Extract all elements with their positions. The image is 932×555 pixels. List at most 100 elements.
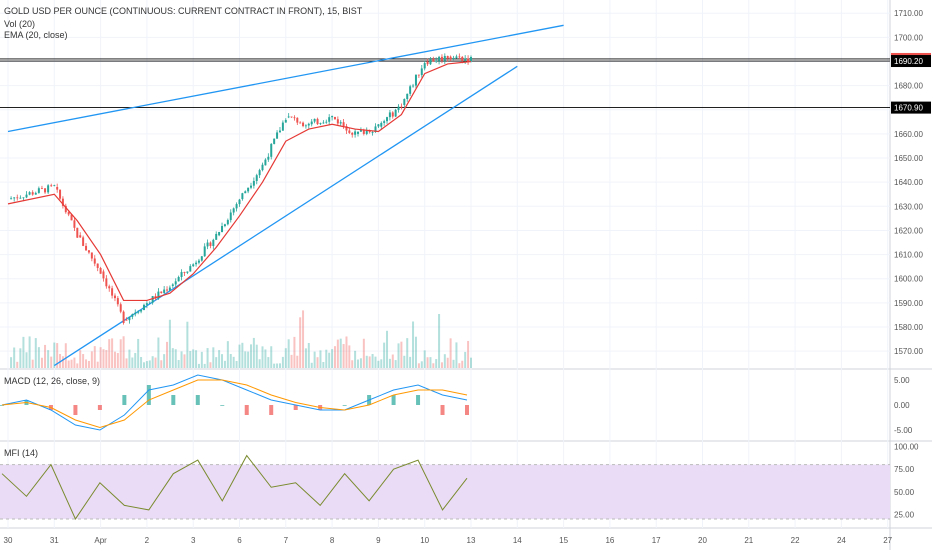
candle-body xyxy=(258,170,261,176)
candle-body xyxy=(351,132,354,135)
candle-body xyxy=(388,112,391,118)
candle-body xyxy=(394,109,397,117)
mfi-legend: MFI (14) xyxy=(4,448,39,458)
price-tick-label: 1620.00 xyxy=(894,226,923,235)
candle-body xyxy=(328,117,331,122)
volume-bar xyxy=(232,356,235,368)
volume-bar xyxy=(380,359,383,368)
candle-body xyxy=(186,271,189,273)
volume-bar xyxy=(423,350,426,368)
candle-body xyxy=(458,56,461,58)
volume-bar xyxy=(247,351,250,368)
candle-body xyxy=(380,122,383,127)
candle-body xyxy=(128,316,131,321)
candle-body xyxy=(93,258,96,264)
macd-histogram-bar xyxy=(0,405,4,406)
volume-bar xyxy=(177,360,180,368)
volume-bar xyxy=(180,351,183,368)
volume-bar xyxy=(145,361,148,368)
candle-body xyxy=(354,131,357,135)
volume-bar xyxy=(221,354,224,368)
time-tick-label: 27 xyxy=(883,536,892,545)
candle-body xyxy=(287,116,290,118)
candle-body xyxy=(44,188,47,193)
volume-bar xyxy=(412,321,415,368)
volume-bar xyxy=(307,342,310,368)
candle-body xyxy=(40,188,43,190)
candle-body xyxy=(426,61,429,65)
volume-bar xyxy=(455,342,458,368)
candle-body xyxy=(166,289,169,291)
candle-body xyxy=(47,185,50,193)
candle-body xyxy=(22,197,25,199)
candle-body xyxy=(449,56,452,60)
volume-bar xyxy=(354,350,357,368)
volume-bar xyxy=(174,349,177,368)
candle-body xyxy=(345,126,348,131)
candle-body xyxy=(467,58,470,62)
volume-bar xyxy=(270,346,273,368)
macd-tick-label: 5.00 xyxy=(894,376,910,385)
volume-bar xyxy=(116,353,119,368)
candle-body xyxy=(108,286,111,289)
candle-body xyxy=(212,239,215,246)
candle-body xyxy=(440,56,443,61)
volume-bar xyxy=(331,349,334,368)
volume-bar xyxy=(388,358,391,368)
macd-histogram-bar xyxy=(416,395,421,405)
candle-body xyxy=(270,143,273,157)
volume-bar xyxy=(264,349,267,368)
candle-body xyxy=(189,266,192,272)
volume-bar xyxy=(302,310,305,368)
mfi-tick-label: 100.00 xyxy=(894,443,919,452)
volume-bar xyxy=(70,359,73,368)
time-tick-label: 17 xyxy=(652,536,661,545)
candle-body xyxy=(255,175,258,181)
candle-body xyxy=(359,129,362,132)
volume-bar xyxy=(252,337,255,368)
candle-body xyxy=(403,99,406,105)
volume-bar xyxy=(304,348,307,368)
ema-legend: EMA (20, close) xyxy=(4,30,68,40)
candle-body xyxy=(278,130,281,133)
candle-body xyxy=(264,159,267,166)
candle-body xyxy=(64,205,67,213)
macd-histogram-bar xyxy=(293,405,298,410)
volume-bar xyxy=(85,359,88,368)
volume-bar xyxy=(22,336,25,368)
candle-body xyxy=(183,272,186,273)
candle-body xyxy=(223,224,226,227)
price-tick-label: 1640.00 xyxy=(894,178,923,187)
volume-bar xyxy=(374,356,377,368)
candle-body xyxy=(443,55,446,61)
price-label-badge xyxy=(891,101,931,114)
mfi-tick-label: 50.00 xyxy=(894,488,915,497)
candle-body xyxy=(247,187,250,192)
volume-bar xyxy=(467,340,470,368)
candle-body xyxy=(241,193,244,200)
time-tick-label: 31 xyxy=(50,536,59,545)
volume-bar xyxy=(140,356,143,368)
volume-bar xyxy=(31,359,34,368)
volume-bar xyxy=(171,348,174,368)
candle-body xyxy=(397,106,400,110)
volume-bar xyxy=(287,339,290,368)
candle-body xyxy=(250,185,252,188)
candle-body xyxy=(409,86,412,94)
candle-body xyxy=(302,122,305,127)
volume-bar xyxy=(333,346,336,368)
volume-bar xyxy=(386,330,389,368)
candle-body xyxy=(276,132,279,139)
candle-body xyxy=(96,263,99,268)
macd-histogram-bar xyxy=(220,405,225,406)
candle-body xyxy=(87,250,90,253)
candle-body xyxy=(362,129,365,134)
volume-bar xyxy=(290,354,293,368)
volume-bar xyxy=(316,357,319,368)
candle-body xyxy=(261,164,264,171)
candle-body xyxy=(383,121,386,123)
volume-bar xyxy=(111,338,114,368)
candle-body xyxy=(438,56,441,61)
